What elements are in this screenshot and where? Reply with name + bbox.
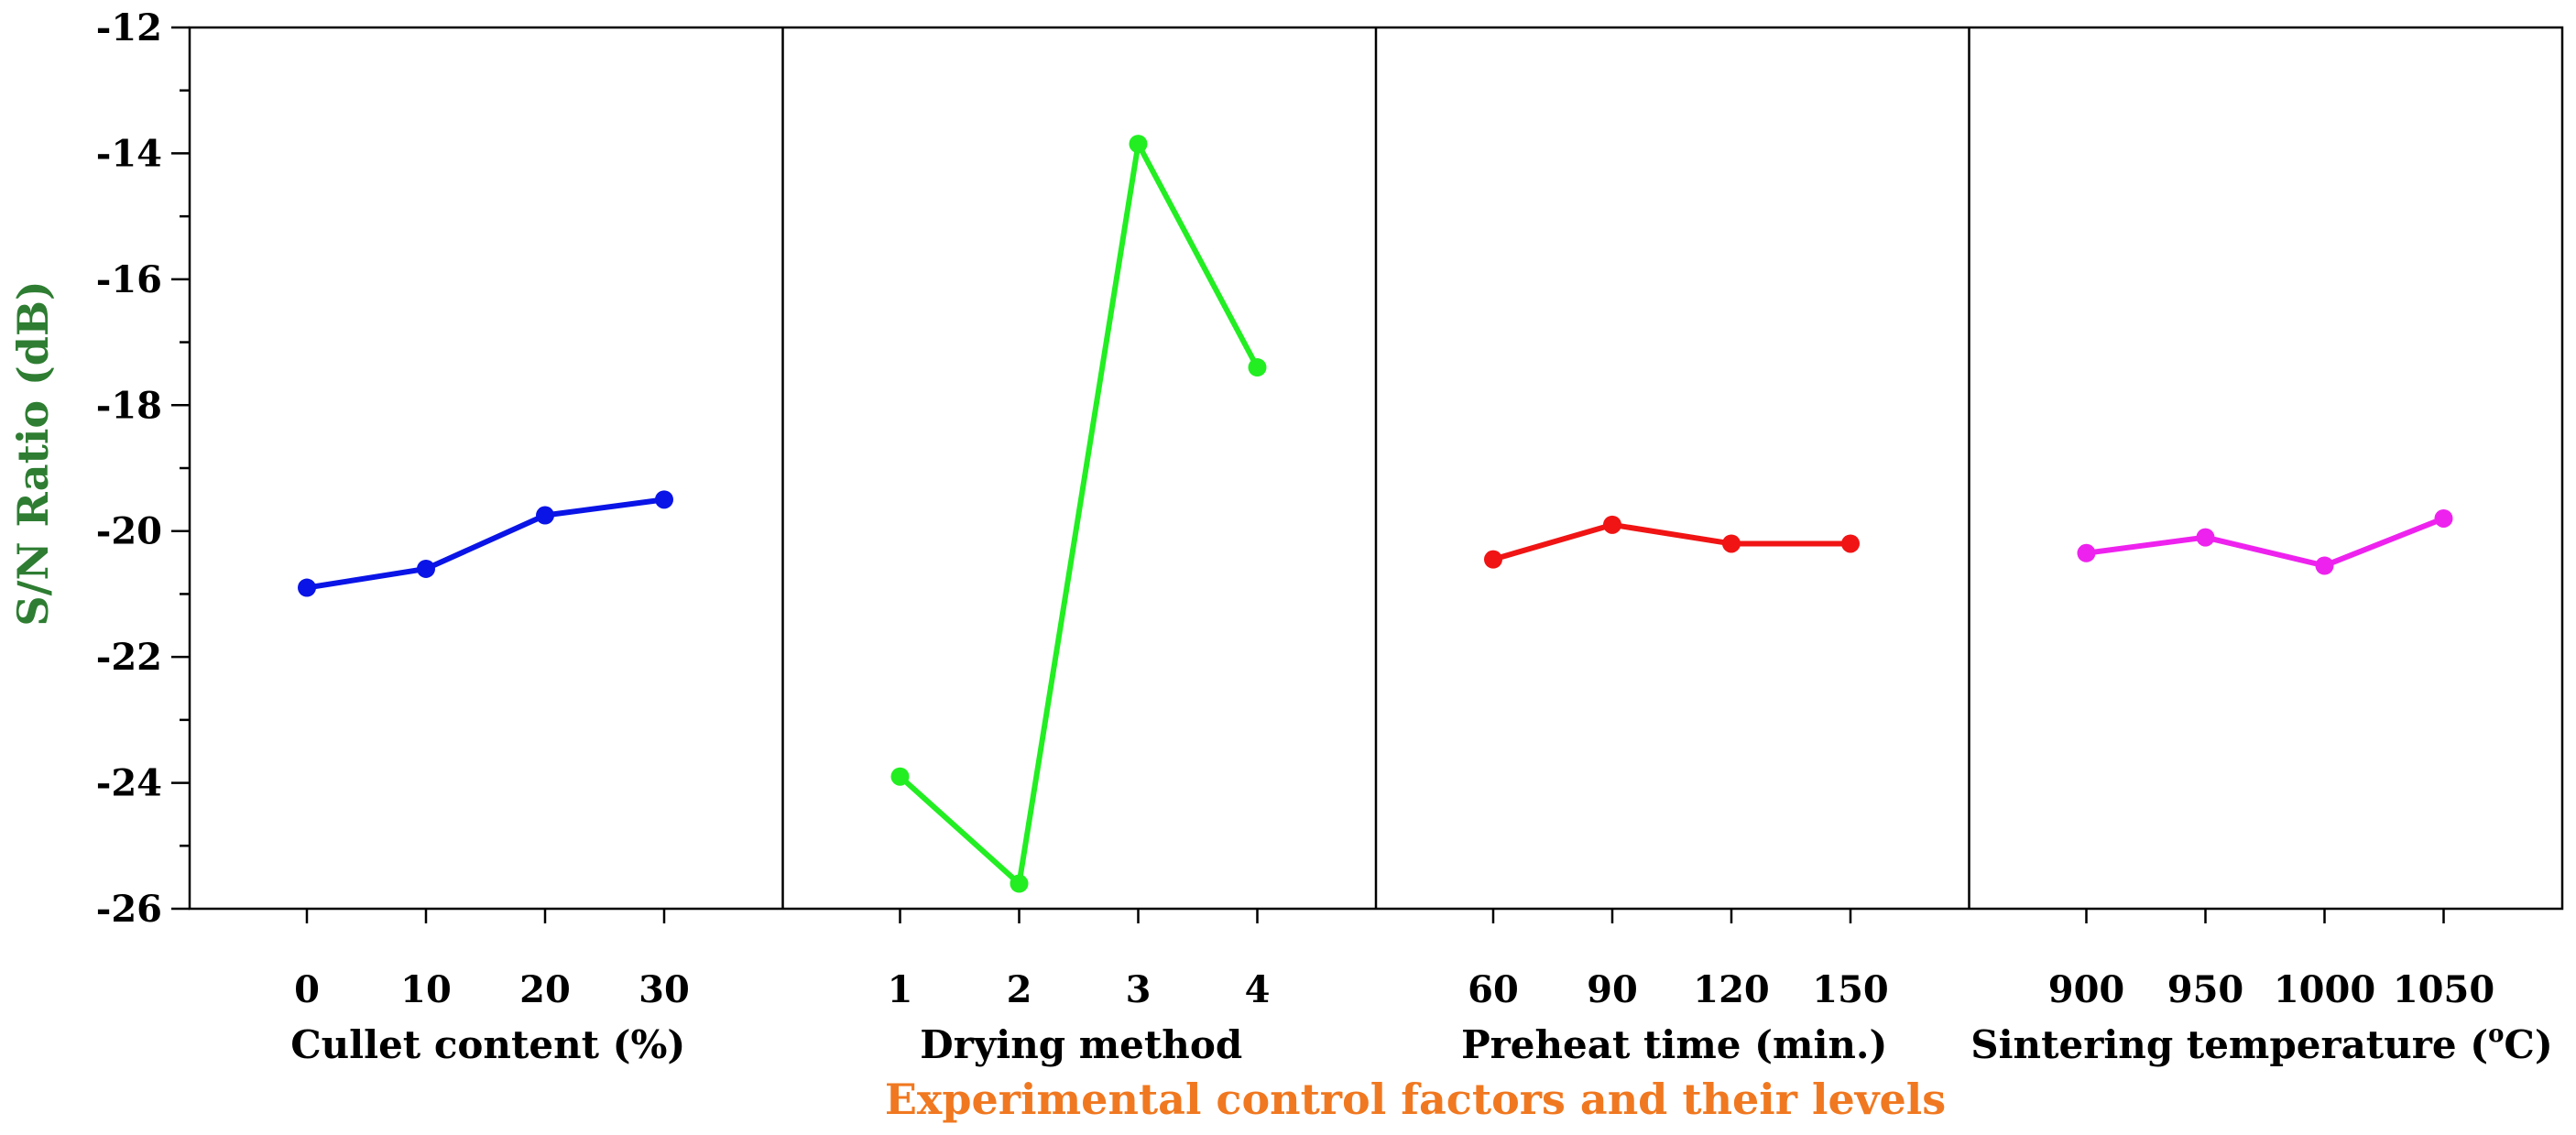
panel-label: Cullet content (%) xyxy=(290,1022,685,1067)
y-tick-label: -20 xyxy=(96,510,162,553)
x-tick-label: 4 xyxy=(1245,968,1271,1011)
x-tick-label: 0 xyxy=(294,968,320,1011)
x-tick-label: 3 xyxy=(1126,968,1152,1011)
x-tick-label: 20 xyxy=(519,968,571,1011)
panel-3: 60 90 120 150 Preheat time (min.) xyxy=(1461,515,1889,1067)
data-point xyxy=(655,490,673,509)
x-tick-label: 90 xyxy=(1587,968,1638,1011)
x-tick-label: 120 xyxy=(1693,968,1770,1011)
data-point xyxy=(2077,543,2096,562)
data-point xyxy=(1129,135,1148,154)
data-point xyxy=(1248,358,1267,377)
series-line xyxy=(1492,521,1850,562)
y-tick-label: -24 xyxy=(96,762,162,805)
panel-4: 900 950 1000 1050 xyxy=(2048,508,2494,1011)
data-point xyxy=(2315,556,2334,575)
panel-label: Drying method xyxy=(920,1022,1242,1067)
series-line xyxy=(898,141,1261,887)
data-point xyxy=(417,559,435,578)
x-tick-label: 150 xyxy=(1812,968,1889,1011)
x-tick-label: 10 xyxy=(400,968,452,1011)
y-axis: -12 -14 -16 -18 -20 -22 -24 -26 xyxy=(96,6,190,931)
x-tick-label: 30 xyxy=(639,968,690,1011)
panel-label: Preheat time (min.) xyxy=(1461,1022,1887,1067)
data-point xyxy=(536,506,554,525)
x-tick-label: 60 xyxy=(1468,968,1519,1011)
data-point xyxy=(1010,874,1029,893)
data-point xyxy=(1484,550,1502,569)
plot-frame xyxy=(188,26,2564,911)
data-point xyxy=(1841,534,1860,553)
y-tick-label: -12 xyxy=(96,6,162,49)
x-tick-label: 1000 xyxy=(2274,968,2375,1011)
panel-1: 0 10 20 30 Cullet content (%) xyxy=(290,490,690,1067)
data-point xyxy=(2196,528,2215,547)
y-tick-label: -22 xyxy=(96,636,162,679)
data-point xyxy=(890,767,910,786)
data-point xyxy=(1603,515,1621,534)
y-tick-label: -14 xyxy=(96,132,162,175)
x-axis-label: Experimental control factors and their l… xyxy=(885,1075,1946,1124)
series-line xyxy=(2086,516,2445,569)
x-tick-label: 2 xyxy=(1007,968,1032,1011)
series-line xyxy=(306,497,665,591)
x-tick-label: 950 xyxy=(2167,968,2244,1011)
y-axis-label: S/N Ratio (dB) xyxy=(8,280,58,626)
y-tick-label: -16 xyxy=(96,258,162,301)
x-tick-label: 1 xyxy=(888,968,913,1011)
data-point xyxy=(298,578,316,597)
y-tick-label: -18 xyxy=(96,384,162,427)
y-tick-label: -26 xyxy=(96,888,162,931)
data-point xyxy=(1722,534,1741,553)
data-point xyxy=(2434,508,2453,528)
panel-label-sintering-temperature: Sintering temperature (oC) xyxy=(1970,1020,2552,1067)
x-tick-label: 900 xyxy=(2048,968,2125,1011)
x-tick-label: 1050 xyxy=(2393,968,2494,1011)
